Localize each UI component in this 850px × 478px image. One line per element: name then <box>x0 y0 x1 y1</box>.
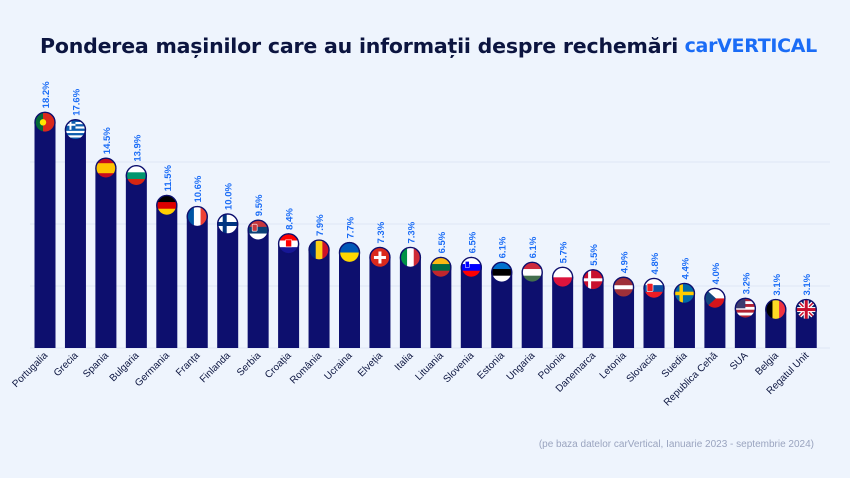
bar-Portugalia <box>34 111 56 348</box>
bar-Italia <box>399 246 421 348</box>
chart-title: Ponderea mașinilor care au informații de… <box>40 34 679 58</box>
value-label-Spania: 14.5% <box>102 127 113 154</box>
category-label-SUA: SUA <box>728 350 751 373</box>
croatia-flag-icon <box>277 233 300 255</box>
slovakia-flag-icon <box>643 277 665 300</box>
value-label-Lituania: 6.5% <box>437 231 448 253</box>
value-label-Letonia: 4.9% <box>620 251 631 273</box>
category-label-Estonia: Estonia <box>476 350 508 382</box>
sweden-flag-icon <box>673 282 696 305</box>
bar-Bulgaria <box>125 165 147 348</box>
germany-flag-icon <box>156 194 178 217</box>
footnote: (pe baza datelor carVertical, Ianuarie 2… <box>538 439 814 450</box>
value-label-Franța: 10.6% <box>193 175 204 202</box>
bar-Croația <box>278 233 300 348</box>
value-label-România: 7.9% <box>315 214 326 236</box>
usa-flag-icon <box>734 297 757 320</box>
france-flag-icon <box>186 205 208 228</box>
value-label-Germania: 11.5% <box>163 164 174 191</box>
value-label-Regatul Unit: 3.1% <box>802 273 813 295</box>
category-label-Slovenia: Slovenia <box>442 350 477 385</box>
romania-flag-icon <box>308 239 330 261</box>
bar-Spania <box>95 157 117 348</box>
bar-Polonia <box>552 266 574 348</box>
value-label-Ucraina: 7.7% <box>346 216 357 238</box>
bar-Germania <box>156 194 178 348</box>
spain-flag-icon <box>95 157 117 179</box>
value-label-Finlanda: 10.0% <box>224 183 235 210</box>
bar-Slovenia <box>460 256 482 348</box>
category-label-Suedia: Suedia <box>660 350 690 380</box>
category-label-Spania: Spania <box>81 350 111 380</box>
slovenia-flag-icon <box>460 256 482 279</box>
value-label-Ungaria: 6.1% <box>528 236 539 258</box>
category-label-Ungaria: Ungaria <box>505 350 538 383</box>
serbia-flag-icon <box>247 219 269 241</box>
value-label-Estonia: 6.1% <box>498 236 509 258</box>
switzerland-flag-icon <box>369 246 391 269</box>
finland-flag-icon <box>216 213 239 235</box>
category-label-Ucraina: Ucraina <box>322 350 354 382</box>
bar-Lituania <box>430 256 452 348</box>
bar-Finlanda <box>217 213 239 348</box>
value-label-Portugalia: 18.2% <box>41 81 52 108</box>
value-label-Italia: 7.3% <box>406 221 417 243</box>
category-label-Finlanda: Finlanda <box>198 350 233 385</box>
uk-flag-icon <box>795 298 817 321</box>
value-label-Slovenia: 6.5% <box>467 231 478 253</box>
value-label-SUA: 3.2% <box>741 272 752 294</box>
value-label-Elveția: 7.3% <box>376 221 387 243</box>
category-label-Italia: Italia <box>393 350 416 373</box>
czechia-flag-icon <box>704 287 726 310</box>
bar-Ucraina <box>339 242 360 348</box>
bar-Franța <box>186 206 208 348</box>
poland-flag-icon <box>551 266 574 289</box>
category-label-Slovacia: Slovacia <box>625 350 660 385</box>
hungary-flag-icon <box>521 261 543 284</box>
value-label-Polonia: 5.7% <box>559 241 570 263</box>
category-label-Elveția: Elveția <box>356 350 385 379</box>
value-label-Suedia: 4.4% <box>680 257 691 279</box>
bulgaria-flag-icon <box>125 164 148 187</box>
bar-Grecia <box>64 119 86 349</box>
value-label-Grecia: 17.6% <box>71 88 82 115</box>
value-label-Serbia: 9.5% <box>254 194 265 216</box>
ukraine-flag-icon <box>338 241 361 264</box>
bar-Serbia <box>247 219 269 348</box>
belgium-flag-icon <box>765 298 787 321</box>
carvertical-logo: carVERTICAL <box>684 35 818 57</box>
bar-Estonia <box>491 261 513 348</box>
category-label-Portugalia: Portugalia <box>11 350 51 390</box>
greece-flag-icon <box>64 119 87 141</box>
value-label-Danemarca: 5.5% <box>589 244 600 266</box>
category-label-Serbia: Serbia <box>235 350 264 379</box>
value-label-Belgia: 3.1% <box>772 273 783 295</box>
portugal-flag-icon <box>34 111 56 134</box>
estonia-flag-icon <box>491 261 513 284</box>
value-label-Bulgaria: 13.9% <box>132 134 143 161</box>
category-label-Grecia: Grecia <box>52 350 81 379</box>
value-label-Slovacia: 4.8% <box>650 252 661 274</box>
value-label-Croația: 8.4% <box>285 208 296 230</box>
denmark-flag-icon <box>582 269 604 291</box>
bar-Elveția <box>369 246 391 348</box>
category-label-Belgia: Belgia <box>753 350 781 378</box>
category-label-România: România <box>288 350 324 386</box>
category-label-Republica Cehă: Republica Cehă <box>662 350 720 408</box>
bar-România <box>308 239 330 348</box>
bar-Ungaria <box>521 261 543 348</box>
value-label-Republica Cehă: 4.0% <box>711 262 722 284</box>
latvia-flag-icon <box>612 276 635 298</box>
lithuania-flag-icon <box>430 256 452 279</box>
category-label-Franța: Franța <box>174 350 203 379</box>
italy-flag-icon <box>399 246 422 269</box>
